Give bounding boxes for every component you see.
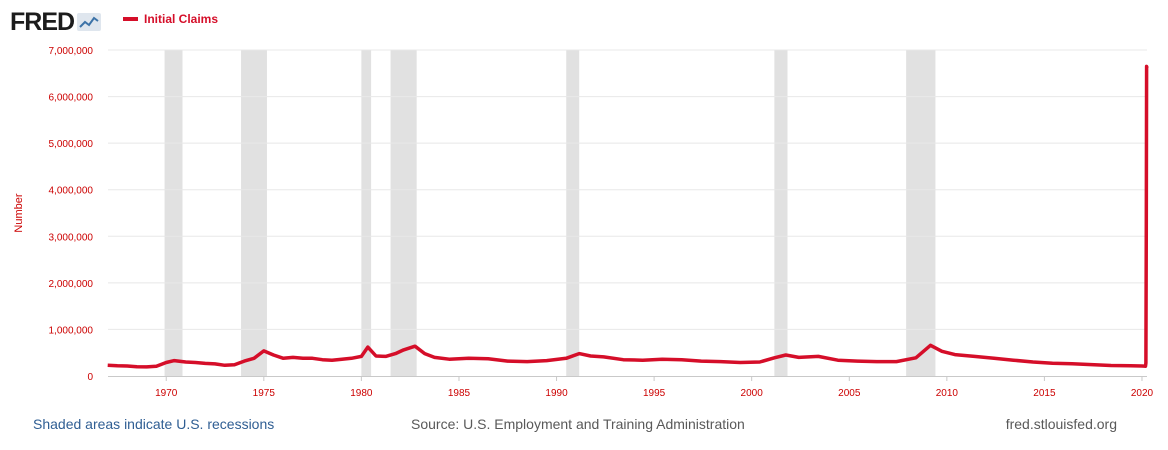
x-tick-label: 1975: [253, 388, 276, 399]
y-tick-label: 3,000,000: [49, 232, 94, 243]
y-axis-label: Number: [13, 193, 25, 232]
initial-claims-line: [107, 64, 1149, 369]
recession-band: [906, 50, 936, 376]
y-tick-label: 6,000,000: [49, 93, 94, 104]
y-tick-label: 7,000,000: [49, 46, 94, 57]
y-tick-label: 0: [87, 372, 93, 383]
site-link[interactable]: fred.stlouisfed.org: [1005, 416, 1117, 432]
fred-wordmark: FRED: [10, 8, 75, 36]
y-tick-label: 2,000,000: [49, 279, 94, 290]
chart-legend[interactable]: Initial Claims: [123, 12, 218, 26]
x-tick-label: 2015: [1033, 388, 1056, 399]
legend-label: Initial Claims: [144, 12, 219, 26]
y-tick-label: 4,000,000: [49, 186, 94, 197]
x-tick-label: 1985: [448, 388, 471, 399]
legend-swatch: [123, 17, 138, 21]
recession-note[interactable]: Shaded areas indicate U.S. recessions: [33, 416, 275, 432]
x-tick-label: 2000: [741, 388, 764, 399]
recession-band: [361, 50, 372, 376]
line-chart-icon: [77, 13, 102, 31]
y-tick-label: 5,000,000: [49, 139, 94, 150]
y-tick-label: 1,000,000: [49, 325, 94, 336]
x-tick-label: 1980: [350, 388, 373, 399]
recession-band: [566, 50, 580, 376]
source-note: Source: U.S. Employment and Training Adm…: [411, 416, 745, 432]
recession-band: [241, 50, 267, 376]
recession-band: [164, 50, 183, 376]
x-tick-label: 2020: [1131, 388, 1154, 399]
fred-logo[interactable]: FRED: [10, 8, 102, 36]
x-tick-label: 1970: [155, 388, 178, 399]
x-tick-label: 1995: [643, 388, 666, 399]
x-tick-label: 2005: [838, 388, 861, 399]
x-tick-label: 1990: [545, 388, 568, 399]
x-tick-label: 2010: [936, 388, 959, 399]
recession-band: [390, 50, 417, 376]
recession-band: [774, 50, 788, 376]
